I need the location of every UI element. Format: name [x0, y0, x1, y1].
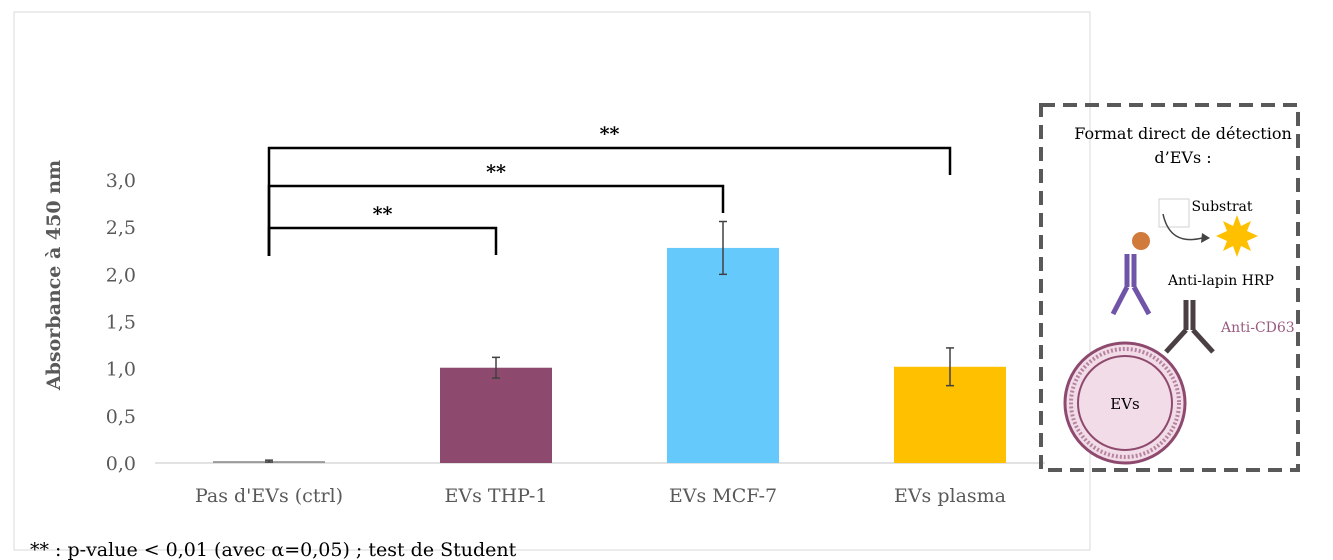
y-tick-label: 3,0 [106, 170, 136, 192]
significance-group: ** ** ** [267, 123, 952, 256]
ev-vesicle-icon [1063, 341, 1187, 465]
primary-antibody-icon [1164, 300, 1215, 354]
significance-label: ** [486, 161, 506, 183]
x-tick-label: EVs THP-1 [445, 485, 548, 507]
footnote: ** : p-value < 0,01 (avec α=0,05) ; test… [30, 539, 517, 560]
y-tick-label: 2,0 [106, 264, 136, 286]
error-bar [946, 347, 954, 387]
substrate-box [1158, 198, 1190, 228]
x-tick-label: EVs MCF-7 [669, 485, 777, 507]
error-bars-group [265, 220, 954, 463]
x-tick-label: EVs plasma [894, 485, 1006, 507]
schematic-panel: Format direct de détection d’EVs : Subst… [1039, 103, 1300, 472]
y-tick-label: 2,5 [106, 217, 136, 239]
x-axis-labels: Pas d'EVs (ctrl) EVs THP-1 EVs MCF-7 EVs… [195, 485, 1006, 507]
y-tick-label: 1,0 [106, 359, 136, 381]
hrp-antibody-label: Anti-lapin HRP [1167, 273, 1274, 289]
bar [440, 367, 552, 463]
bar [667, 247, 779, 463]
chart-panel [13, 11, 1091, 551]
y-tick-label: 0,5 [106, 406, 136, 428]
substrate-label: Substrat [1191, 199, 1252, 215]
schematic-title-line1: Format direct de détection [1074, 124, 1292, 143]
sun-icon [1216, 215, 1258, 257]
significance-label: ** [600, 123, 620, 145]
significance-label: ** [373, 203, 393, 225]
y-tick-label: 0,0 [106, 453, 136, 475]
y-axis-ticks: 0,0 0,5 1,0 1,5 2,0 2,5 3,0 [106, 170, 136, 475]
schematic-title-line2: d’EVs : [1154, 148, 1211, 167]
error-bar [265, 459, 273, 463]
significance-bracket [267, 146, 952, 256]
ev-label: EVs [1110, 395, 1139, 413]
arrow-head-icon [1201, 233, 1210, 243]
cd63-antibody-label: Anti-CD63 [1220, 320, 1295, 336]
hrp-enzyme-icon [1132, 232, 1150, 250]
x-tick-label: Pas d'EVs (ctrl) [195, 485, 343, 507]
secondary-antibody-icon [1110, 254, 1152, 316]
schematic-dashed-border [1039, 103, 1300, 472]
y-tick-label: 1,5 [106, 312, 136, 334]
y-axis-label: Absorbance à 450 nm [43, 160, 65, 391]
error-bar [492, 356, 500, 379]
error-bar [719, 220, 727, 276]
reaction-arrow-icon [1162, 213, 1203, 241]
